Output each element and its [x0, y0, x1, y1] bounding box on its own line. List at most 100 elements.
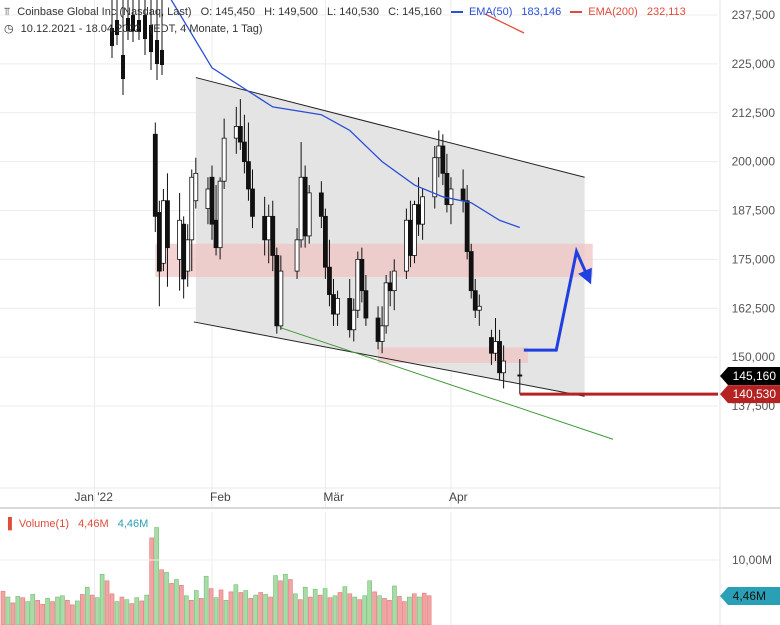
volume-bar — [124, 599, 130, 625]
volume-bar — [402, 601, 407, 625]
ema200-line — [484, 13, 525, 34]
candle-body — [221, 137, 227, 182]
candle-body — [181, 223, 187, 280]
projection-arrow — [523, 246, 592, 352]
candle-body — [489, 337, 494, 354]
volume-bar — [307, 596, 313, 625]
volume-bar — [288, 579, 293, 625]
ema50-label[interactable]: EMA(50) — [468, 6, 513, 18]
volume-bar — [347, 593, 353, 625]
volume-bar — [55, 596, 60, 625]
volume-label[interactable]: Volume(1) — [18, 518, 69, 530]
volume-bar — [327, 597, 333, 625]
candle-body — [355, 258, 361, 311]
volume-bar — [392, 585, 397, 625]
x-tick-label: Apr — [449, 490, 468, 504]
candle-body — [274, 255, 280, 327]
volume-bar — [387, 599, 392, 625]
volume-bar — [302, 586, 308, 625]
candle-body — [383, 282, 389, 327]
y-tick-label: 187,500 — [732, 204, 776, 218]
candle-body — [387, 282, 393, 292]
volume-bar — [297, 599, 303, 625]
close-value: C: 145,160 — [388, 6, 442, 18]
volume-bar — [159, 569, 164, 625]
candle-body — [408, 219, 413, 256]
candle-body-partial — [115, 20, 119, 35]
volume-bar — [114, 601, 120, 625]
candle-body — [497, 341, 502, 374]
volume-bar — [248, 598, 254, 625]
candle-body — [391, 270, 397, 292]
volume-bar — [25, 601, 31, 625]
volume-bar — [253, 594, 259, 625]
volume-bar — [362, 595, 368, 625]
volume-bar — [35, 599, 40, 625]
volume-bar — [228, 591, 234, 625]
candle-body — [460, 188, 466, 202]
bar-chart-icon: ⫪ — [4, 6, 11, 18]
candle-body-partial — [143, 15, 147, 39]
period-range: 10.12.2021 - 18.04.2022 — [20, 23, 141, 35]
candle-body — [493, 341, 498, 354]
volume-bar — [312, 588, 318, 625]
candle-body-partial — [149, 25, 153, 52]
candle-body — [448, 188, 454, 206]
candle-body — [412, 204, 417, 256]
price-marker-label: 145,160 — [733, 369, 777, 383]
candle-body — [318, 192, 324, 217]
candle-body — [331, 294, 336, 315]
candle-body — [189, 176, 195, 241]
support-trendline — [280, 327, 614, 440]
ema50-value: 183,146 — [521, 6, 562, 18]
candle-body — [246, 161, 251, 190]
candle-body-partial — [110, 28, 114, 46]
y-tick-label: 212,500 — [732, 106, 776, 120]
volume-bar — [65, 599, 70, 625]
candle-body — [335, 298, 340, 315]
volume-bars-icon: ▐ — [4, 518, 12, 530]
x-tick-label: Jan '22 — [75, 490, 114, 504]
volume-bar — [273, 575, 278, 625]
candle-body — [375, 317, 381, 342]
volume-bar — [243, 590, 249, 625]
volume-bar — [174, 579, 179, 625]
candle-body — [165, 200, 170, 249]
volume-bar — [293, 593, 298, 625]
volume-bar — [144, 594, 149, 625]
x-tick-label: Mär — [323, 490, 344, 504]
volume-marker-tag — [720, 587, 780, 606]
volume-legend: ▐ Volume(1) 4,46M 4,46M — [4, 518, 154, 530]
volume-bar — [129, 603, 135, 625]
volume-bar — [99, 573, 105, 625]
candle-body — [472, 290, 478, 311]
volume-bar — [411, 593, 417, 625]
price-marker-tag — [720, 367, 780, 386]
volume-bar — [10, 602, 16, 625]
volume-bar — [50, 601, 55, 625]
candle-body — [327, 266, 332, 295]
candle-body — [476, 305, 482, 311]
candle-body-partial — [126, 18, 130, 32]
volume-bar — [188, 599, 194, 625]
high-value: H: 149,500 — [264, 6, 318, 18]
volume-bar — [238, 592, 244, 625]
ema50-swatch — [450, 11, 463, 14]
candle-body-partial — [155, 40, 159, 64]
volume-bar — [75, 600, 80, 625]
volume-bar — [367, 580, 372, 625]
volume-bar — [60, 595, 65, 625]
ema50-line — [170, 0, 521, 229]
ema200-label[interactable]: EMA(200) — [588, 6, 638, 18]
candle-body — [403, 219, 409, 272]
volume-bar — [397, 596, 402, 625]
clock-icon: ◷ — [4, 23, 14, 35]
price-plot — [0, 0, 718, 508]
y-tick-label: 150,000 — [732, 350, 776, 364]
y-tick-label: 237,500 — [732, 8, 776, 22]
candle-body — [213, 219, 219, 249]
y-tick-label: 175,000 — [732, 252, 776, 266]
candle-body — [209, 176, 215, 225]
